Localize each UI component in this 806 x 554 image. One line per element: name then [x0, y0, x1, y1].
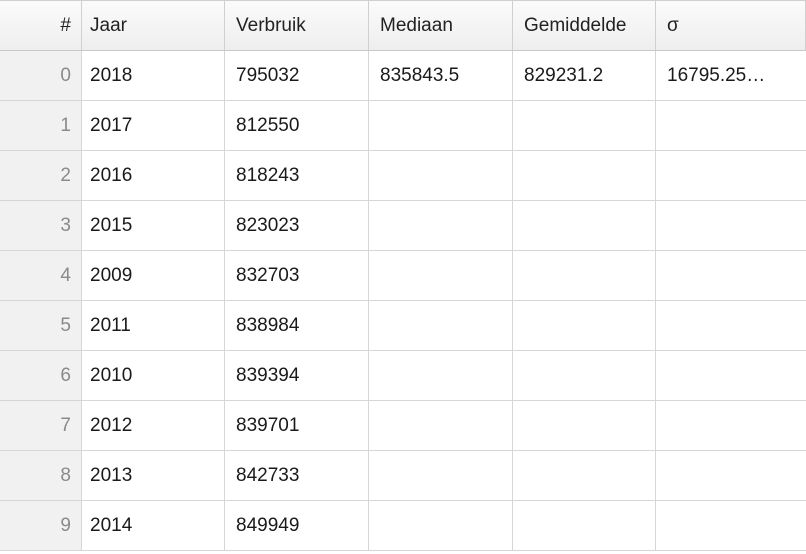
sigma-cell[interactable] — [656, 101, 806, 150]
column-header-verbruik[interactable]: Verbruik — [225, 1, 369, 50]
table-header-row: # Jaar Verbruik Mediaan Gemiddelde σ — [0, 0, 806, 51]
jaar-cell[interactable]: 2011 — [82, 301, 225, 350]
table-row[interactable]: 3 2015 823023 — [0, 201, 806, 251]
sigma-cell[interactable] — [656, 351, 806, 400]
verbruik-cell[interactable]: 839701 — [225, 401, 369, 450]
mediaan-cell[interactable] — [369, 201, 513, 250]
verbruik-cell[interactable]: 818243 — [225, 151, 369, 200]
sigma-cell[interactable] — [656, 251, 806, 300]
row-index-cell[interactable]: 2 — [0, 151, 82, 200]
mediaan-cell[interactable] — [369, 151, 513, 200]
gemiddelde-cell[interactable] — [513, 201, 656, 250]
jaar-cell[interactable]: 2010 — [82, 351, 225, 400]
table-row[interactable]: 0 2018 795032 835843.5 829231.2 16795.25… — [0, 51, 806, 101]
table-row[interactable]: 9 2014 849949 — [0, 501, 806, 551]
row-index-cell[interactable]: 1 — [0, 101, 82, 150]
mediaan-cell[interactable] — [369, 301, 513, 350]
row-index-cell[interactable]: 3 — [0, 201, 82, 250]
row-index-cell[interactable]: 7 — [0, 401, 82, 450]
sigma-cell[interactable] — [656, 301, 806, 350]
verbruik-cell[interactable]: 838984 — [225, 301, 369, 350]
table-row[interactable]: 4 2009 832703 — [0, 251, 806, 301]
gemiddelde-cell[interactable] — [513, 101, 656, 150]
jaar-cell[interactable]: 2009 — [82, 251, 225, 300]
row-index-cell[interactable]: 4 — [0, 251, 82, 300]
column-header-gemiddelde[interactable]: Gemiddelde — [513, 1, 656, 50]
mediaan-cell[interactable] — [369, 101, 513, 150]
sigma-cell[interactable] — [656, 451, 806, 500]
gemiddelde-cell[interactable] — [513, 251, 656, 300]
jaar-cell[interactable]: 2018 — [82, 51, 225, 100]
jaar-cell[interactable]: 2015 — [82, 201, 225, 250]
verbruik-cell[interactable]: 832703 — [225, 251, 369, 300]
jaar-cell[interactable]: 2012 — [82, 401, 225, 450]
mediaan-cell[interactable] — [369, 401, 513, 450]
column-header-mediaan[interactable]: Mediaan — [369, 1, 513, 50]
jaar-cell[interactable]: 2017 — [82, 101, 225, 150]
verbruik-cell[interactable]: 812550 — [225, 101, 369, 150]
verbruik-cell[interactable]: 849949 — [225, 501, 369, 550]
table-body: 0 2018 795032 835843.5 829231.2 16795.25… 1 201… — [0, 51, 806, 551]
table-row[interactable]: 8 2013 842733 — [0, 451, 806, 501]
jaar-cell[interactable]: 2014 — [82, 501, 225, 550]
mediaan-cell[interactable]: 835843.5 — [369, 51, 513, 100]
row-index-cell[interactable]: 5 — [0, 301, 82, 350]
sigma-cell[interactable] — [656, 401, 806, 450]
gemiddelde-cell[interactable] — [513, 301, 656, 350]
mediaan-cell[interactable] — [369, 451, 513, 500]
gemiddelde-cell[interactable]: 829231.2 — [513, 51, 656, 100]
verbruik-cell[interactable]: 839394 — [225, 351, 369, 400]
sigma-cell[interactable] — [656, 151, 806, 200]
row-index-cell[interactable]: 8 — [0, 451, 82, 500]
gemiddelde-cell[interactable] — [513, 501, 656, 550]
row-index-cell[interactable]: 0 — [0, 51, 82, 100]
jaar-cell[interactable]: 2013 — [82, 451, 225, 500]
table-row[interactable]: 2 2016 818243 — [0, 151, 806, 201]
sigma-cell[interactable]: 16795.25… — [656, 51, 806, 100]
verbruik-cell[interactable]: 795032 — [225, 51, 369, 100]
table-row[interactable]: 7 2012 839701 — [0, 401, 806, 451]
column-header-jaar[interactable]: Jaar — [82, 1, 225, 50]
column-header-index[interactable]: # — [0, 1, 82, 50]
row-index-cell[interactable]: 9 — [0, 501, 82, 550]
table-row[interactable]: 1 2017 812550 — [0, 101, 806, 151]
sigma-cell[interactable] — [656, 501, 806, 550]
table-row[interactable]: 5 2011 838984 — [0, 301, 806, 351]
gemiddelde-cell[interactable] — [513, 351, 656, 400]
row-index-cell[interactable]: 6 — [0, 351, 82, 400]
verbruik-cell[interactable]: 842733 — [225, 451, 369, 500]
sigma-value: 16795.25… — [667, 64, 766, 86]
sigma-cell[interactable] — [656, 201, 806, 250]
mediaan-cell[interactable] — [369, 501, 513, 550]
jaar-cell[interactable]: 2016 — [82, 151, 225, 200]
verbruik-cell[interactable]: 823023 — [225, 201, 369, 250]
mediaan-cell[interactable] — [369, 351, 513, 400]
table-row[interactable]: 6 2010 839394 — [0, 351, 806, 401]
column-header-sigma[interactable]: σ — [656, 1, 806, 50]
gemiddelde-cell[interactable] — [513, 401, 656, 450]
gemiddelde-cell[interactable] — [513, 151, 656, 200]
gemiddelde-cell[interactable] — [513, 451, 656, 500]
mediaan-cell[interactable] — [369, 251, 513, 300]
